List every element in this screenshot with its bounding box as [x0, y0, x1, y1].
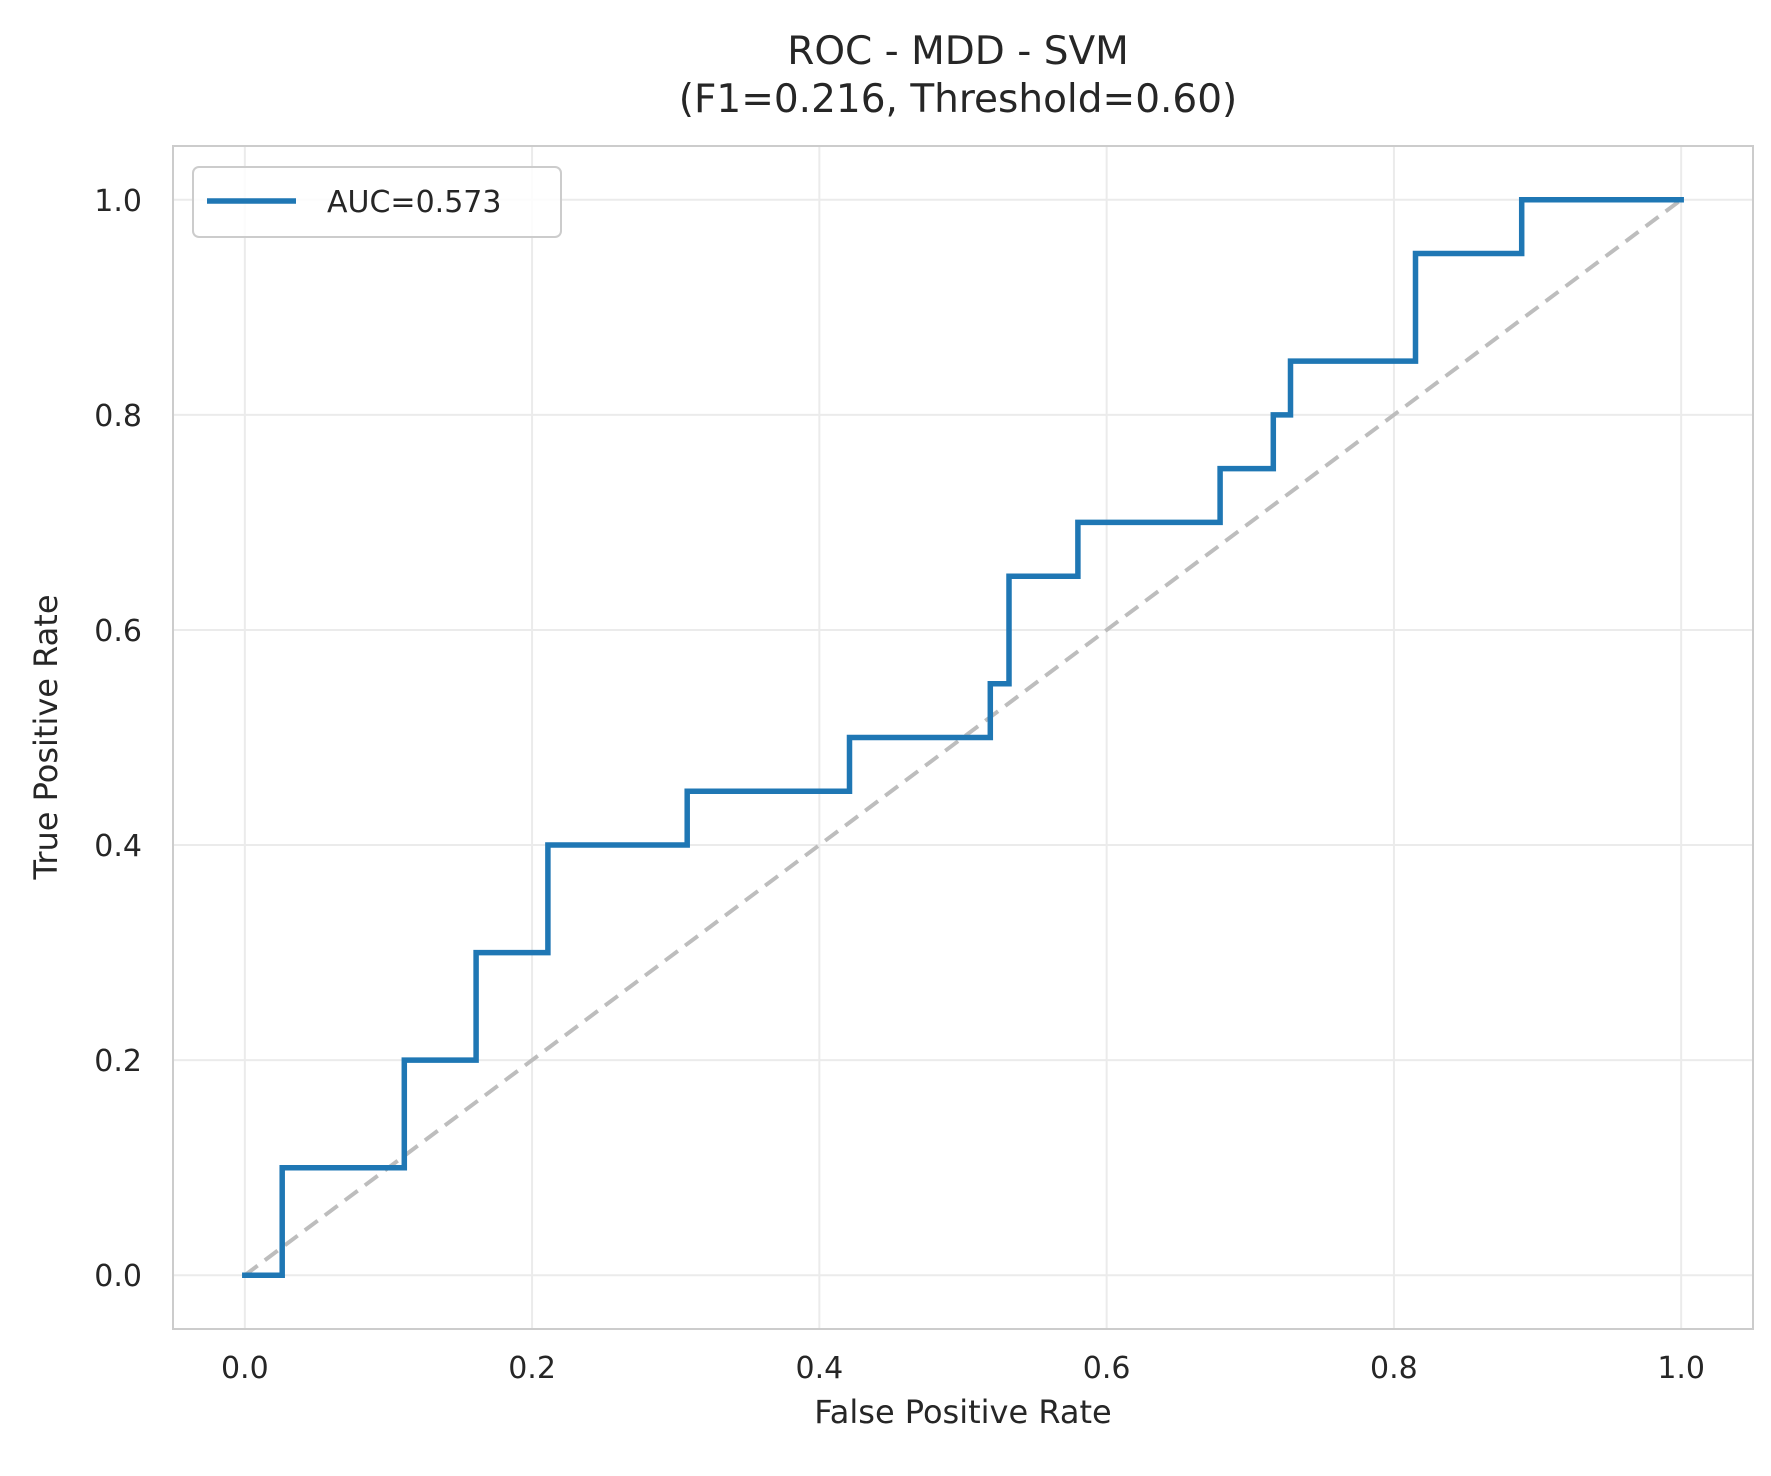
y-tick-label-3: 0.6: [94, 614, 142, 649]
chart-title: ROC - MDD - SVM: [787, 29, 1129, 74]
y-tick-label-1: 0.2: [94, 1044, 142, 1079]
y-tick-label-5: 1.0: [94, 184, 142, 219]
y-tick-label-2: 0.4: [94, 829, 142, 864]
x-tick-label-5: 1.0: [1657, 1351, 1705, 1386]
x-tick-label-0: 0.0: [221, 1351, 269, 1386]
tick-labels: 0.0 0.2 0.4 0.6 0.8 1.0 0.0 0.2 0.4 0.6 0.8 1.0: [94, 184, 1705, 1386]
y-tick-label-4: 0.8: [94, 399, 142, 434]
x-axis-label: False Positive Rate: [814, 1393, 1111, 1431]
plot-frame: [172, 145, 1754, 1330]
y-tick-label-0: 0.0: [94, 1259, 142, 1294]
x-tick-label-3: 0.6: [1083, 1351, 1131, 1386]
x-tick-label-4: 0.8: [1370, 1351, 1418, 1386]
series-layer: [242, 197, 1684, 1278]
legend-box: [192, 166, 562, 238]
y-axis-label: True Positive Rate: [27, 594, 65, 880]
legend-label-auc: AUC=0.573: [327, 185, 501, 220]
x-tick-label-1: 0.2: [508, 1351, 556, 1386]
chart-subtitle: (F1=0.216, Threshold=0.60): [679, 77, 1238, 122]
roc-curve-line-0: [242, 197, 1684, 1278]
x-tick-label-2: 0.4: [796, 1351, 844, 1386]
legend: AUC=0.573: [192, 166, 562, 238]
